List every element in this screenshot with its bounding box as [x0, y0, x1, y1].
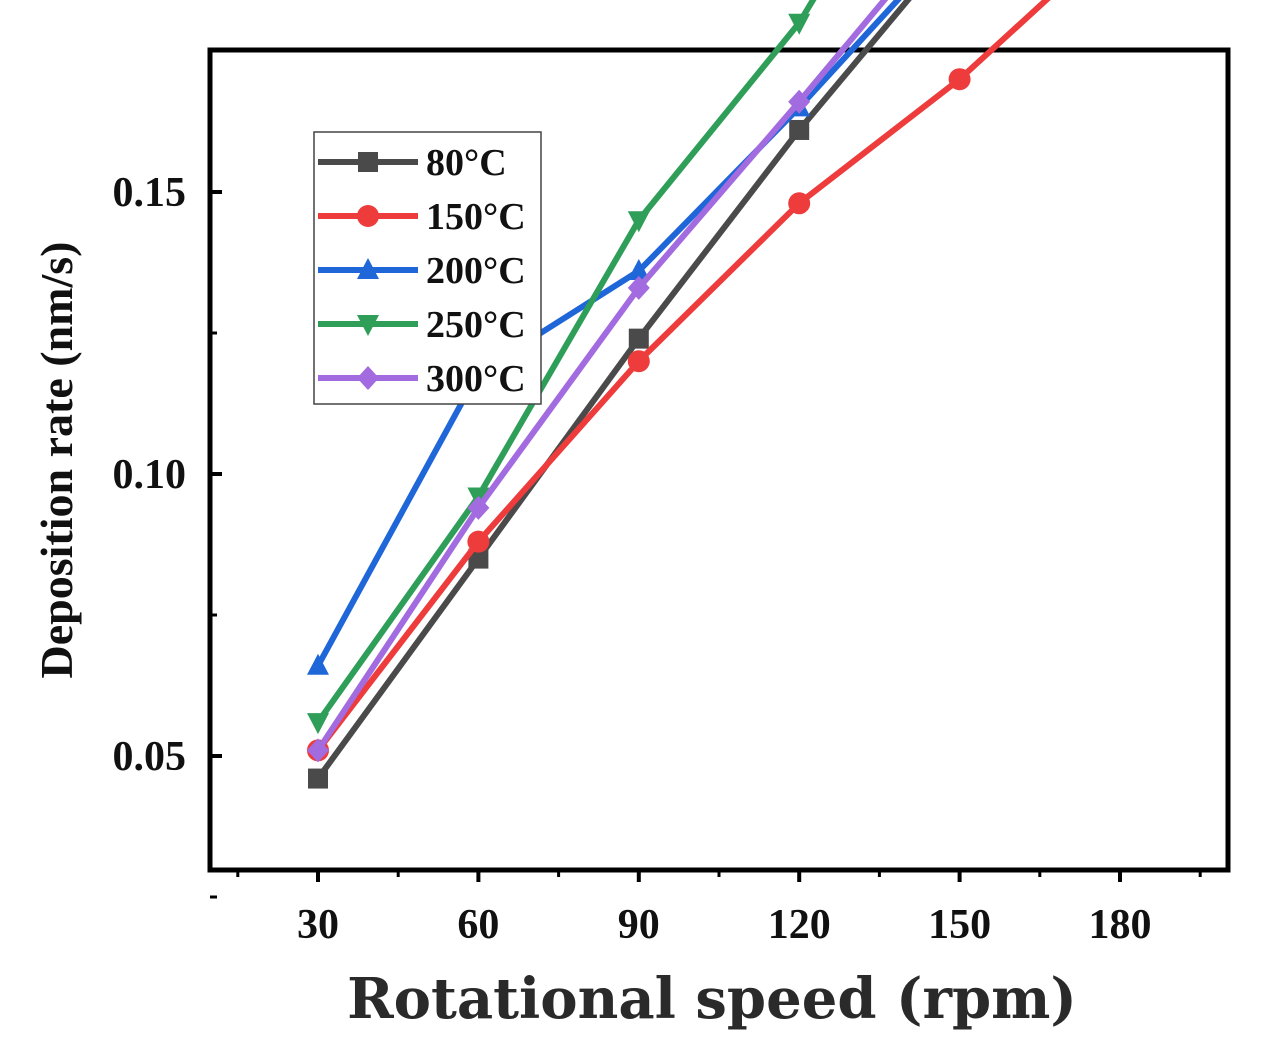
y-axis: 0.050.100.150.200.250.30 [113, 49, 222, 899]
data-point [627, 275, 650, 300]
legend-label: 300°C [426, 358, 526, 400]
x-tick-label: 30 [297, 902, 339, 948]
data-point [307, 713, 329, 735]
y-tick-label: 0.10 [113, 452, 187, 498]
data-point [788, 89, 811, 114]
data-point [627, 350, 650, 373]
data-point [468, 548, 489, 569]
legend-label: 200°C [426, 250, 526, 292]
data-point [467, 495, 490, 520]
data-point [628, 328, 649, 349]
series-line [315, 0, 817, 724]
legend-marker [358, 152, 378, 172]
legend-label: 80°C [426, 142, 507, 184]
x-axis-title: Rotational speed (rpm) [347, 966, 1077, 1032]
data-point [627, 258, 650, 280]
series-line [315, 0, 912, 781]
series-layer [307, 0, 1051, 789]
data-point [788, 192, 811, 215]
data-point [948, 68, 971, 91]
legend: 80°C 150°C 200°C 250°C 300°C [313, 131, 542, 405]
legend-marker [357, 258, 379, 279]
series-0 [308, 0, 912, 789]
data-point [307, 653, 329, 675]
series-line [315, 0, 889, 753]
y-tick-label: 0.05 [113, 734, 187, 780]
series-line [315, 0, 902, 668]
data-point [789, 119, 810, 140]
data-point [788, 13, 811, 35]
y-tick-label: 0.15 [113, 170, 187, 216]
y-axis-title: Deposition rate (nm/s) [31, 242, 82, 679]
x-tick-label: 150 [928, 902, 991, 948]
x-tick-label: 120 [768, 902, 831, 948]
series-4 [307, 0, 889, 763]
series-line [315, 0, 1051, 753]
x-tick-label: 180 [1089, 902, 1152, 948]
legend-label: 150°C [426, 196, 526, 238]
data-point [627, 211, 650, 233]
legend-marker [357, 205, 379, 227]
x-tick-label: 60 [457, 902, 499, 948]
data-point [467, 530, 490, 553]
legend-label: 250°C [426, 304, 526, 346]
x-tick-label: 90 [618, 902, 660, 948]
legend-marker [357, 366, 379, 390]
data-point [308, 768, 328, 789]
data-point [307, 738, 329, 763]
x-axis: 30 60 90 120 150 180 [236, 870, 1202, 948]
legend-marker [357, 315, 379, 336]
